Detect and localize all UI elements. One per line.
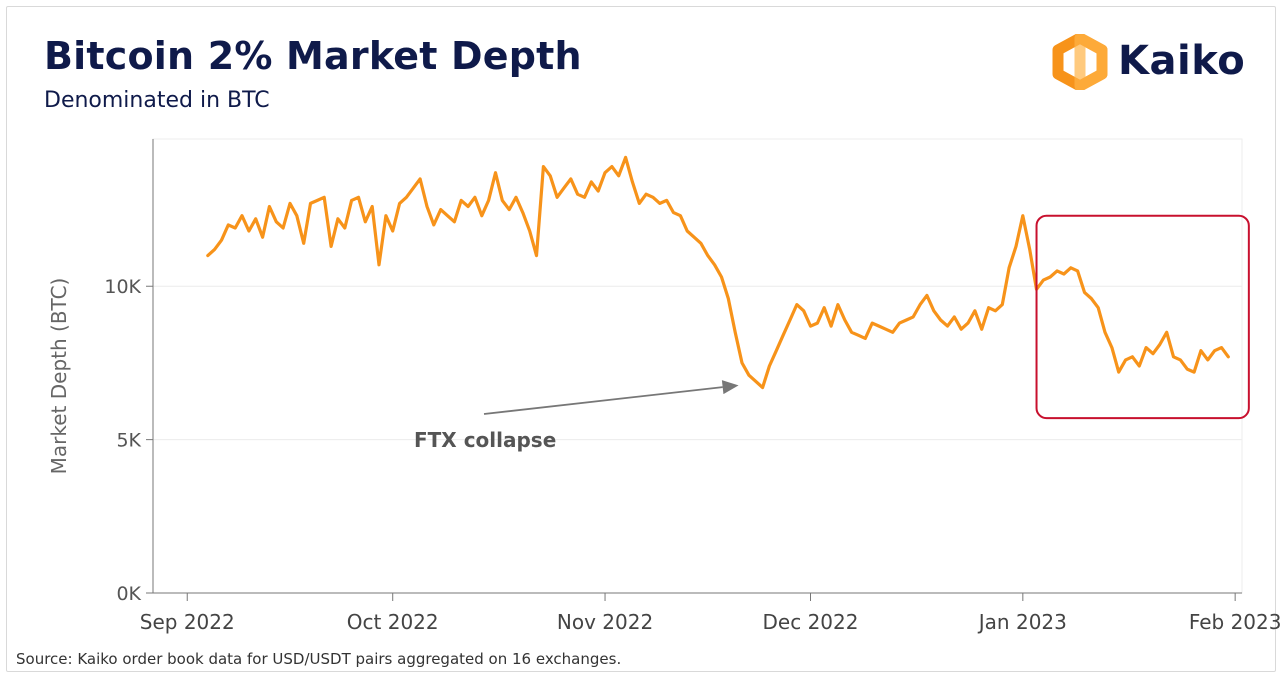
y-axis-label: Market Depth (BTC) [47, 278, 71, 475]
source-note: Source: Kaiko order book data for USD/US… [16, 650, 622, 668]
hexagon-logo-icon [1052, 32, 1108, 92]
y-tick-label: 0K [116, 583, 141, 605]
x-tick-label: Feb 2023 [1189, 610, 1282, 634]
kaiko-logo: Kaiko [1050, 32, 1250, 92]
grid-lines [153, 285, 1242, 441]
series-line [206, 155, 1230, 390]
x-tick-label: Nov 2022 [557, 610, 653, 634]
brand-name: Kaiko [1118, 38, 1246, 84]
y-tick-label: 10K [104, 276, 141, 298]
x-ticks: Sep 2022 Oct 2022 Nov 2022 Dec 2022 Jan 2023… [140, 593, 1282, 634]
x-tick-label: Jan 2023 [977, 610, 1067, 634]
x-tick-label: Oct 2022 [347, 610, 439, 634]
ftx-annotation: FTX collapse [414, 380, 739, 452]
x-tick-label: Sep 2022 [140, 610, 235, 634]
chart-title: Bitcoin 2% Market Depth [44, 34, 582, 78]
chart-subtitle: Denominated in BTC [44, 88, 270, 113]
highlight-box [1035, 214, 1250, 420]
annotation-arrowhead [721, 380, 739, 395]
axes [152, 139, 1242, 594]
y-ticks: 0K 5K 10K [104, 276, 153, 605]
plot-area [152, 138, 1243, 594]
annotation-arrow [483, 386, 723, 415]
annotation-text: FTX collapse [414, 428, 556, 452]
y-tick-label: 5K [116, 430, 141, 452]
x-tick-label: Dec 2022 [763, 610, 859, 634]
